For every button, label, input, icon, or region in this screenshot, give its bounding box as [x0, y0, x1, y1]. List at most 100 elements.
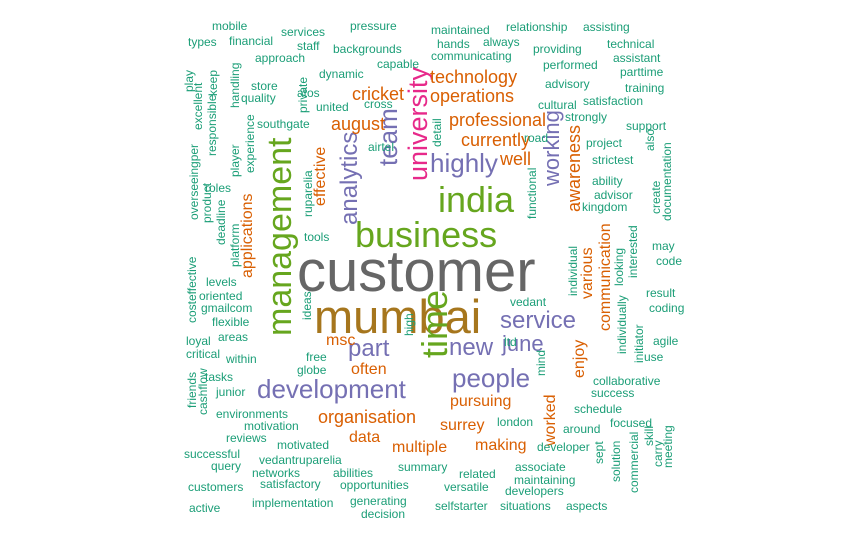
word-awareness: awareness	[564, 124, 584, 212]
word-quality: quality	[241, 91, 276, 105]
word-tasks: tasks	[205, 370, 234, 384]
word-code: code	[656, 254, 683, 268]
word-financial: financial	[229, 34, 274, 48]
word-developers: developers	[505, 484, 564, 498]
word-solution: solution	[609, 440, 623, 482]
word-summary: summary	[398, 460, 448, 474]
word-private: private	[296, 76, 310, 113]
word-oriented: oriented	[199, 289, 243, 303]
word-atos: atos	[297, 86, 320, 100]
word-mobile: mobile	[212, 19, 248, 33]
word-customer: customer	[297, 239, 536, 304]
word-motivation: motivation	[244, 419, 299, 433]
word-operations: operations	[430, 86, 515, 106]
word-india: india	[438, 179, 515, 220]
word-cross: cross	[364, 97, 393, 111]
word-critical: critical	[186, 347, 221, 361]
word-enjoy: enjoy	[571, 339, 588, 378]
word-maintaining: maintaining	[514, 473, 576, 487]
word-overseeingper: overseeingper	[187, 143, 201, 220]
word-situations: situations	[500, 499, 551, 513]
word-hands: hands	[437, 37, 470, 51]
word-levels: levels	[206, 275, 237, 289]
word-staff: staff	[297, 39, 320, 53]
word-result: result	[646, 286, 676, 300]
word-backgrounds: backgrounds	[333, 42, 402, 56]
word-part: part	[348, 335, 390, 362]
word-technology: technology	[430, 67, 518, 87]
word-advisory: advisory	[545, 77, 590, 91]
word-sept: sept	[592, 441, 606, 464]
word-gmailcom: gmailcom	[201, 301, 253, 315]
word-parttime: parttime	[620, 65, 664, 79]
word-excellent: excellent	[191, 82, 205, 130]
word-initiator: initiator	[632, 324, 646, 363]
word-types: types	[188, 35, 217, 49]
word-worked: worked	[542, 394, 559, 446]
word-versatile: versatile	[444, 480, 489, 494]
word-currently: currently	[461, 130, 531, 150]
word-loyal: loyal	[186, 334, 211, 348]
word-development: development	[257, 374, 406, 404]
word-highly: highly	[430, 148, 498, 178]
word-cashflow: cashflow	[196, 368, 210, 415]
word-approach: approach	[255, 51, 306, 65]
word-implementation: implementation	[252, 496, 334, 510]
word-service: service	[500, 307, 577, 334]
word-associate: associate	[515, 460, 566, 474]
word-individual: individual	[566, 245, 580, 296]
word-schedule: schedule	[574, 402, 623, 416]
word-well: well	[500, 149, 532, 169]
word-documentation: documentation	[660, 142, 674, 221]
word-environments: environments	[216, 407, 289, 421]
word-agile: agile	[653, 334, 679, 348]
word-applications: applications	[239, 193, 256, 279]
word-keep: keep	[206, 69, 220, 96]
word-always: always	[483, 35, 520, 49]
word-player: player	[228, 144, 242, 177]
word-time: time	[414, 289, 455, 358]
word-tools: tools	[304, 230, 330, 244]
word-kingdom: kingdom	[582, 200, 628, 214]
word-successful: successful	[184, 447, 241, 461]
word-opportunities: opportunities	[340, 478, 409, 492]
word-organisation: organisation	[318, 407, 417, 427]
word-cricket: cricket	[352, 84, 405, 104]
word-ruparelia: ruparelia	[301, 170, 315, 217]
word-focused: focused	[610, 416, 653, 430]
word-commercial: commercial	[627, 431, 641, 493]
word-support: support	[626, 119, 667, 133]
word-individually: individually	[615, 295, 629, 354]
word-united: united	[316, 100, 349, 114]
word-southgate: southgate	[257, 117, 310, 131]
word-communicating: communicating	[431, 49, 512, 63]
word-handling: handling	[228, 62, 242, 108]
word-often: often	[351, 361, 387, 378]
word-aspects: aspects	[566, 499, 608, 513]
word-performed: performed	[543, 58, 598, 72]
word-meeting: meeting	[661, 425, 675, 468]
word-making: making	[475, 437, 527, 454]
word-services: services	[281, 25, 326, 39]
word-high: high	[402, 313, 416, 336]
word-road: road	[524, 131, 549, 145]
word-collaborative: collaborative	[593, 374, 661, 388]
word-pursuing: pursuing	[450, 393, 512, 410]
word-junior: junior	[216, 385, 246, 399]
word-free: free	[306, 350, 327, 364]
word-ideas: ideas	[300, 291, 314, 320]
word-selfstarter: selfstarter	[435, 499, 488, 513]
word-functional: functional	[525, 167, 539, 219]
word-people: people	[452, 363, 531, 393]
word-technical: technical	[607, 37, 655, 51]
word-reviews: reviews	[226, 431, 267, 445]
word-developer: developer	[537, 440, 590, 454]
word-surrey: surrey	[440, 417, 485, 434]
word-capable: capable	[377, 57, 420, 71]
word-costeffective: costeffective	[185, 256, 199, 323]
word-airtel: airtel	[368, 140, 395, 154]
word-mind: mind	[534, 349, 548, 376]
word-platform: platform	[228, 223, 242, 267]
word-decision: decision	[361, 507, 406, 521]
